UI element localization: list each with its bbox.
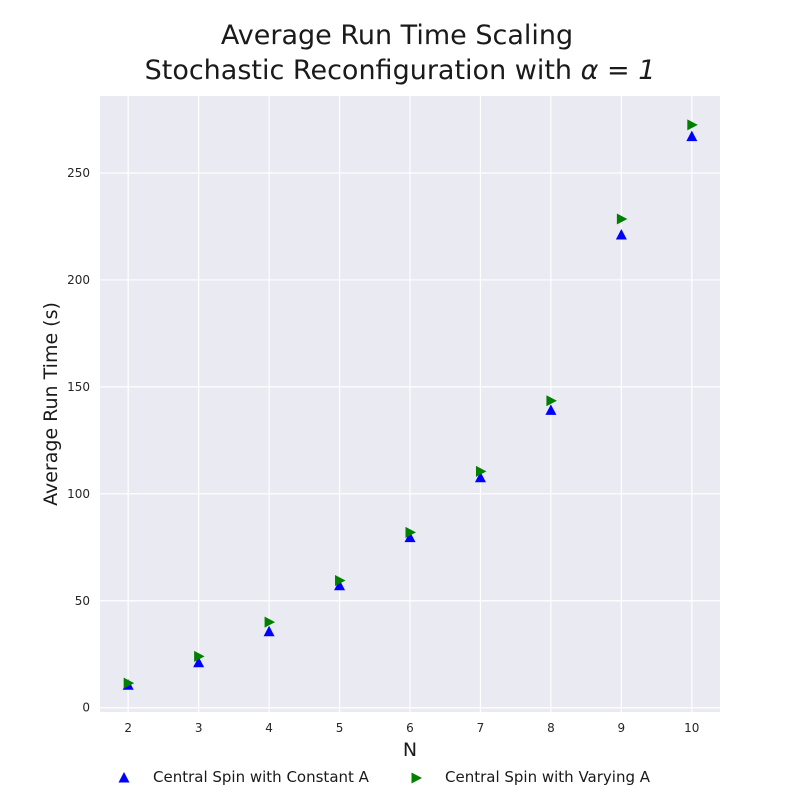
series-1 — [122, 130, 698, 690]
data-point — [475, 465, 487, 477]
data-markers — [122, 119, 698, 690]
legend-item: Central Spin with Varying A — [411, 768, 651, 786]
x-tick-label: 9 — [618, 721, 626, 735]
subtitle-text: Stochastic Reconfiguration with — [145, 55, 581, 86]
grid — [100, 96, 720, 712]
data-point — [687, 119, 698, 131]
data-point — [616, 213, 628, 225]
x-tick-label: 5 — [336, 721, 344, 735]
legend-label: Central Spin with Constant A — [153, 768, 370, 786]
legend-marker — [411, 772, 422, 784]
y-tick-label: 200 — [67, 273, 90, 287]
legend-label: Central Spin with Varying A — [445, 768, 651, 786]
legend-marker — [118, 772, 130, 783]
y-tick-label: 150 — [67, 380, 90, 394]
data-point — [334, 579, 346, 591]
data-point — [263, 625, 275, 637]
legend: Central Spin with Constant A Central Spin… — [118, 768, 651, 786]
data-point — [405, 526, 416, 538]
x-tick-label: 6 — [406, 721, 414, 735]
legend-item: Central Spin with Constant A — [118, 768, 370, 786]
data-point — [264, 616, 276, 628]
data-point — [546, 395, 557, 407]
x-axis-label: N — [403, 739, 417, 761]
data-point — [193, 656, 205, 668]
y-axis-label: Average Run Time (s) — [40, 302, 62, 506]
chart-title: Average Run Time Scaling — [221, 20, 573, 51]
data-point — [123, 677, 135, 689]
data-point — [474, 471, 486, 483]
data-point — [335, 574, 346, 586]
y-tick-label: 100 — [67, 487, 90, 501]
y-tick-label: 250 — [67, 166, 90, 180]
subtitle-math: α = 1 — [581, 55, 656, 86]
series-2 — [123, 119, 698, 689]
x-tick-label: 2 — [124, 721, 132, 735]
x-tick-label: 10 — [684, 721, 699, 735]
data-point — [615, 229, 627, 240]
data-point — [404, 531, 416, 543]
chart-subtitle: Stochastic Reconfiguration with α = 1 — [145, 55, 656, 86]
data-point — [545, 404, 557, 415]
x-tick-label: 8 — [547, 721, 555, 735]
x-tick-label: 3 — [195, 721, 203, 735]
x-tick-label: 4 — [265, 721, 273, 735]
y-tick-label: 0 — [82, 701, 90, 715]
x-tick-label: 7 — [477, 721, 485, 735]
y-tick-label: 50 — [75, 594, 90, 608]
data-point — [194, 650, 205, 662]
data-point — [686, 130, 698, 142]
